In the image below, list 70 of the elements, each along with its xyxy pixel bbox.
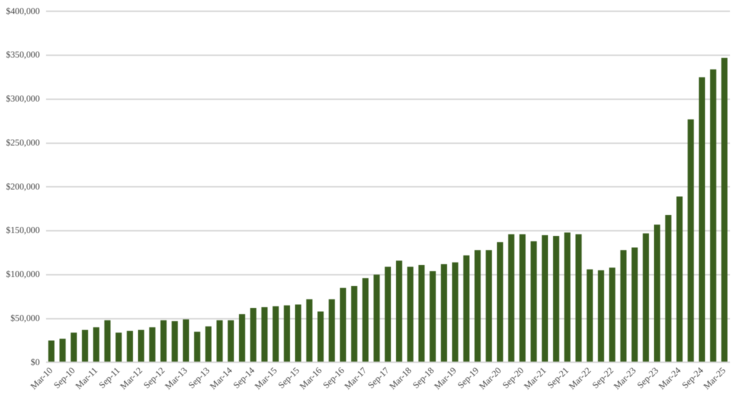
bar xyxy=(116,332,122,362)
bar xyxy=(688,119,694,362)
bar xyxy=(261,307,268,362)
bar xyxy=(564,232,570,362)
bar xyxy=(519,234,526,362)
y-tick-label: $250,000 xyxy=(6,137,40,148)
bar xyxy=(228,320,234,362)
bar xyxy=(698,77,706,362)
bar xyxy=(463,255,470,362)
bar xyxy=(104,320,111,362)
bar xyxy=(575,234,582,362)
bar xyxy=(306,299,312,362)
bar xyxy=(328,299,335,362)
bar xyxy=(710,69,716,362)
bar xyxy=(665,214,672,362)
bar xyxy=(149,327,156,362)
bar xyxy=(632,247,638,362)
bar xyxy=(126,330,133,362)
bar xyxy=(238,314,246,362)
bar xyxy=(138,330,144,362)
bar xyxy=(440,264,448,362)
bar xyxy=(374,274,380,362)
bar xyxy=(216,320,223,362)
bar xyxy=(250,308,256,362)
bar xyxy=(48,340,54,362)
bar xyxy=(553,236,560,362)
bar xyxy=(496,242,504,362)
y-tick-label: $50,000 xyxy=(10,312,40,323)
bar xyxy=(362,278,369,362)
bar xyxy=(205,326,212,362)
bar xyxy=(474,250,481,362)
bar xyxy=(620,250,627,362)
y-tick-label: $100,000 xyxy=(6,269,40,280)
bar xyxy=(384,266,391,362)
bar xyxy=(59,338,66,362)
bar xyxy=(586,269,593,362)
bar xyxy=(284,305,290,362)
bar xyxy=(486,250,492,362)
bar xyxy=(317,312,324,362)
y-tick-label: $200,000 xyxy=(6,181,40,192)
y-tick-label: $0 xyxy=(30,356,40,367)
bar xyxy=(172,321,178,362)
bar xyxy=(93,327,100,362)
y-tick-label: $400,000 xyxy=(6,6,40,16)
bar xyxy=(194,332,200,362)
bar xyxy=(295,304,302,362)
bar xyxy=(160,320,167,362)
bar xyxy=(82,330,88,362)
bar xyxy=(452,262,458,362)
y-tick-label: $300,000 xyxy=(6,94,40,104)
bar xyxy=(676,196,683,362)
bar xyxy=(654,224,660,362)
bar xyxy=(272,306,279,362)
bar xyxy=(430,271,436,362)
y-tick-label: $150,000 xyxy=(6,225,40,236)
bar xyxy=(508,234,514,362)
bar xyxy=(182,319,190,362)
bar xyxy=(642,233,649,362)
bar xyxy=(340,288,346,362)
bar xyxy=(721,58,728,362)
bar xyxy=(542,235,548,362)
bar xyxy=(418,265,425,362)
bar xyxy=(530,241,537,362)
bar xyxy=(609,268,616,362)
bar xyxy=(396,260,402,362)
bar xyxy=(351,286,358,362)
bar xyxy=(70,332,77,362)
y-tick-label: $350,000 xyxy=(6,50,40,60)
bar xyxy=(407,266,414,362)
bar xyxy=(598,270,604,362)
